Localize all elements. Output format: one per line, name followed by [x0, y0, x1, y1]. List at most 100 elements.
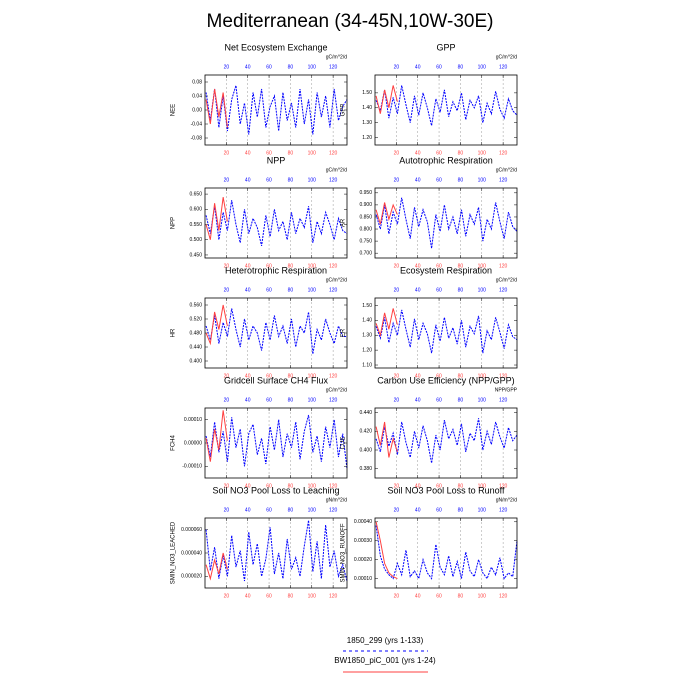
x-tick-label-bottom: 40 [415, 593, 421, 599]
panel-title: Soil NO3 Pool Loss to Leaching [212, 485, 339, 495]
x-tick-label-top: 80 [458, 64, 464, 70]
y-tick-label: 1.50 [362, 90, 372, 96]
y-axis-label: CUE [341, 437, 347, 450]
x-tick-label-top: 20 [394, 64, 400, 70]
y-tick-label: 0.00020 [354, 557, 372, 563]
y-tick-label: 0.750 [359, 238, 372, 244]
x-tick-label-bottom: 120 [329, 483, 338, 489]
series-line [205, 308, 347, 355]
y-tick-label: 0.950 [359, 190, 372, 196]
plot-frame [204, 74, 348, 146]
units-label: gN/m^2/d [326, 497, 347, 503]
y-tick-label: 0.480 [189, 330, 202, 336]
units-label: gC/m^2/d [496, 167, 517, 173]
units-label: gC/m^2/d [496, 277, 517, 283]
x-tick-label-bottom: 40 [415, 150, 421, 156]
x-tick-label-top: 80 [288, 397, 294, 403]
series-line [375, 308, 398, 338]
y-axis-label: SMIN_NO3_LEACHED [171, 521, 177, 584]
x-tick-label-top: 80 [458, 507, 464, 513]
x-tick-label-top: 100 [308, 287, 317, 293]
x-tick-label-top: 20 [394, 287, 400, 293]
x-tick-label-bottom: 80 [288, 373, 294, 379]
y-tick-label: 0.800 [359, 226, 372, 232]
x-tick-label-top: 120 [329, 287, 338, 293]
series-line [205, 304, 228, 346]
series-line [375, 309, 518, 354]
x-tick-label-bottom: 100 [478, 373, 487, 379]
x-tick-label-bottom: 60 [266, 263, 272, 269]
x-tick-label-top: 100 [478, 507, 487, 513]
y-tick-label: 0.04 [192, 93, 202, 99]
y-axis-label: FCH4 [171, 435, 177, 451]
x-tick-label-bottom: 60 [266, 150, 272, 156]
units-label: gC/m^2/d [326, 54, 347, 60]
panel-title: NPP [267, 155, 286, 165]
x-tick-label-bottom: 120 [329, 150, 338, 156]
x-tick-label-top: 80 [288, 507, 294, 513]
x-tick-label-top: 100 [308, 507, 317, 513]
y-axis-label: AR [341, 218, 347, 227]
x-tick-label-top: 20 [224, 64, 230, 70]
y-tick-label: 1.30 [362, 120, 372, 126]
y-tick-label: 1.20 [362, 347, 372, 353]
y-tick-label: 0.450 [189, 252, 202, 258]
series-line [375, 85, 518, 126]
x-tick-label-bottom: 60 [436, 483, 442, 489]
x-tick-label-top: 40 [245, 64, 251, 70]
x-tick-label-top: 80 [288, 287, 294, 293]
y-tick-label: 1.30 [362, 333, 372, 339]
x-tick-label-top: 80 [288, 177, 294, 183]
x-tick-label-top: 60 [436, 64, 442, 70]
units-label: gC/m^2/d [326, 387, 347, 393]
panel-title: Heterotrophic Respiration [225, 265, 327, 275]
x-tick-label-top: 120 [329, 177, 338, 183]
x-tick-label-bottom: 100 [308, 150, 317, 156]
x-tick-label-top: 60 [266, 287, 272, 293]
y-tick-label: 1.40 [362, 105, 372, 111]
y-axis-label: NEE [171, 104, 177, 116]
y-tick-label: 0.000020 [181, 574, 202, 580]
x-tick-label-bottom: 60 [436, 263, 442, 269]
y-axis-label: ER [341, 328, 347, 337]
x-tick-label-bottom: 100 [478, 483, 487, 489]
y-tick-label: 0.08 [192, 79, 202, 85]
panel-title: Autotrophic Respiration [399, 155, 493, 165]
x-tick-label-bottom: 80 [458, 263, 464, 269]
series-line [205, 410, 228, 462]
x-tick-label-top: 60 [266, 507, 272, 513]
panel-title: Ecosystem Respiration [400, 265, 492, 275]
plot-frame [204, 517, 348, 589]
x-tick-label-top: 40 [415, 287, 421, 293]
x-tick-label-bottom: 40 [245, 373, 251, 379]
y-tick-label: 1.20 [362, 135, 372, 141]
x-tick-label-top: 40 [245, 287, 251, 293]
x-tick-label-top: 20 [394, 507, 400, 513]
x-tick-label-top: 100 [308, 397, 317, 403]
series-line [375, 421, 398, 458]
series-line [205, 552, 228, 581]
x-tick-label-top: 20 [224, 397, 230, 403]
y-tick-label: 0.700 [359, 251, 372, 257]
x-tick-label-top: 120 [329, 507, 338, 513]
x-tick-label-top: 80 [458, 397, 464, 403]
y-tick-label: 0.00040 [354, 519, 372, 525]
y-tick-label: 0.500 [189, 237, 202, 243]
x-tick-label-bottom: 20 [224, 150, 230, 156]
x-tick-label-bottom: 100 [308, 263, 317, 269]
panel-title: GPP [436, 42, 455, 52]
series-line [375, 525, 518, 580]
x-tick-label-top: 40 [415, 177, 421, 183]
x-tick-label-top: 120 [329, 397, 338, 403]
x-tick-label-top: 100 [478, 64, 487, 70]
x-tick-label-top: 60 [436, 397, 442, 403]
series-line [205, 200, 348, 246]
x-tick-label-bottom: 20 [394, 483, 400, 489]
x-tick-label-bottom: 40 [415, 263, 421, 269]
units-label: gC/m^2/d [326, 277, 347, 283]
plot-frame [204, 407, 348, 479]
x-tick-label-bottom: 120 [499, 373, 508, 379]
x-tick-label-bottom: 100 [308, 483, 317, 489]
y-tick-label: 0.400 [359, 447, 372, 453]
x-tick-label-bottom: 120 [499, 483, 508, 489]
